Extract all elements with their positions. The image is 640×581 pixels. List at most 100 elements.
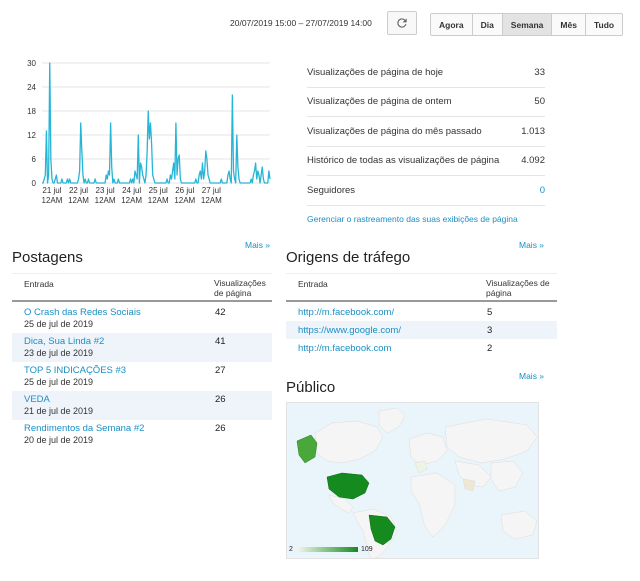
stat-value: 50 (534, 96, 545, 108)
traffic-more-link[interactable]: Mais » (519, 240, 545, 250)
post-views: 41 (215, 336, 226, 347)
posts-col-views: Visualizações de página (214, 278, 266, 298)
x-tick-label: 26 jul (175, 186, 194, 195)
x-tick-label: 24 jul (122, 186, 141, 195)
audience-title: Público (286, 379, 336, 396)
series-line (42, 62, 271, 184)
stat-followers: Seguidores 0 (307, 176, 545, 206)
y-tick-label: 6 (32, 155, 37, 164)
traffic-views: 2 (487, 342, 493, 354)
traffic-table: http://m.facebook.com/ 5 https://www.goo… (286, 303, 557, 357)
stat-label: Visualizações de página de ontem (307, 96, 452, 108)
stat-value: 4.092 (521, 155, 545, 167)
table-row: http://m.facebook.com/ 5 (286, 303, 557, 321)
traffic-source-link[interactable]: http://m.facebook.com/ (298, 306, 395, 318)
table-row: TOP 5 INDICAÇÕES #3 25 de jul de 2019 27 (12, 362, 272, 391)
post-views: 42 (215, 307, 226, 318)
traffic-title: Origens de tráfego (286, 249, 411, 266)
range-all-button[interactable]: Tudo (585, 14, 623, 35)
stat-today: Visualizações de página de hoje 33 (307, 58, 545, 88)
posts-title: Postagens (12, 249, 83, 266)
stat-last-month: Visualizações de página do mês passado 1… (307, 117, 545, 147)
x-tick-label: 12AM (121, 196, 142, 205)
date-range-label: 20/07/2019 15:00 – 27/07/2019 14:00 (230, 18, 372, 28)
post-date: 25 de jul de 2019 (24, 377, 94, 387)
x-tick-label: 12AM (148, 196, 169, 205)
stat-label: Visualizações de página do mês passado (307, 125, 482, 137)
x-tick-label: 12AM (95, 196, 116, 205)
stat-value: 33 (534, 66, 545, 78)
table-row: http://m.facebook.com 2 (286, 339, 557, 357)
table-row: Dica, Sua Linda #2 23 de jul de 2019 41 (12, 333, 272, 362)
x-tick-label: 27 jul (202, 186, 221, 195)
post-date: 23 de jul de 2019 (24, 348, 94, 358)
y-tick-label: 0 (32, 179, 37, 188)
post-views: 26 (215, 394, 226, 405)
traffic-col-entry: Entrada (298, 279, 328, 289)
refresh-button[interactable] (387, 11, 417, 35)
stat-label: Histórico de todas as visualizações de p… (307, 155, 500, 167)
map-legend-min: 2 (289, 546, 293, 553)
manage-tracking-link[interactable]: Gerenciar o rastreamento das suas exibiç… (307, 213, 518, 224)
post-date: 20 de jul de 2019 (24, 435, 94, 445)
map-country-brazil (368, 514, 396, 546)
map-country-usa (326, 472, 370, 500)
stat-value: 1.013 (521, 125, 545, 137)
x-tick-label: 23 jul (96, 186, 115, 195)
x-tick-label: 12AM (42, 196, 63, 205)
stat-label: Seguidores (307, 184, 356, 196)
stat-label: Visualizações de página de hoje (307, 66, 444, 78)
traffic-source-link[interactable]: https://www.google.com/ (298, 324, 401, 336)
table-row: O Crash das Redes Sociais 25 de jul de 2… (12, 304, 272, 333)
traffic-table-header: Entrada Visualizações de página (286, 273, 557, 302)
world-map (296, 407, 538, 558)
range-day-button[interactable]: Dia (472, 14, 503, 35)
map-country-alaska (296, 434, 318, 464)
traffic-col-views: Visualizações de página (486, 278, 550, 298)
post-views: 26 (215, 423, 226, 434)
post-link[interactable]: Rendimentos da Semana #2 (24, 423, 145, 434)
stat-yesterday: Visualizações de página de ontem 50 (307, 88, 545, 117)
post-link[interactable]: TOP 5 INDICAÇÕES #3 (24, 365, 127, 376)
range-now-button[interactable]: Agora (431, 14, 473, 35)
posts-more-link[interactable]: Mais » (245, 240, 271, 250)
y-tick-label: 30 (27, 59, 36, 68)
pageviews-chart: 0 6 12 18 24 30 21 jul 12AM 22 jul 12AM 23 jul 12AM… (20, 55, 275, 215)
table-row: VEDA 21 de jul de 2019 26 (12, 391, 272, 420)
post-date: 25 de jul de 2019 (24, 319, 94, 329)
x-tick-label: 12AM (174, 196, 195, 205)
range-selector: Agora Dia Semana Mês Tudo (430, 13, 624, 36)
post-date: 21 de jul de 2019 (24, 406, 94, 416)
x-tick-label: 21 jul (42, 186, 61, 195)
y-tick-label: 12 (27, 131, 36, 140)
x-tick-label: 25 jul (149, 186, 168, 195)
traffic-views: 3 (487, 324, 493, 336)
x-tick-label: 12AM (201, 196, 222, 205)
followers-link[interactable]: 0 (539, 184, 545, 196)
posts-table-header: Entrada Visualizações de página (12, 273, 272, 302)
x-tick-label: 22 jul (69, 186, 88, 195)
audience-more-link[interactable]: Mais » (519, 371, 545, 381)
posts-col-entry: Entrada (24, 279, 54, 289)
map-legend-bar (298, 547, 358, 552)
range-month-button[interactable]: Mês (552, 14, 586, 35)
post-views: 27 (215, 365, 226, 376)
refresh-icon (397, 18, 407, 28)
map-legend-max: 109 (361, 546, 373, 553)
range-week-button[interactable]: Semana (502, 14, 553, 35)
stat-all-time: Histórico de todas as visualizações de p… (307, 147, 545, 176)
posts-table: O Crash das Redes Sociais 25 de jul de 2… (12, 304, 272, 449)
audience-world-map[interactable]: 2 109 (286, 402, 539, 559)
post-link[interactable]: Dica, Sua Linda #2 (24, 336, 105, 347)
y-tick-label: 24 (27, 83, 36, 92)
traffic-views: 5 (487, 306, 493, 318)
y-tick-label: 18 (27, 107, 36, 116)
table-row: Rendimentos da Semana #2 20 de jul de 20… (12, 420, 272, 449)
post-link[interactable]: VEDA (24, 394, 50, 405)
post-link[interactable]: O Crash das Redes Sociais (24, 307, 141, 318)
traffic-source-link[interactable]: http://m.facebook.com (298, 342, 392, 354)
stats-panel: Visualizações de página de hoje 33 Visua… (307, 58, 545, 224)
x-tick-label: 12AM (68, 196, 89, 205)
table-row: https://www.google.com/ 3 (286, 321, 557, 339)
